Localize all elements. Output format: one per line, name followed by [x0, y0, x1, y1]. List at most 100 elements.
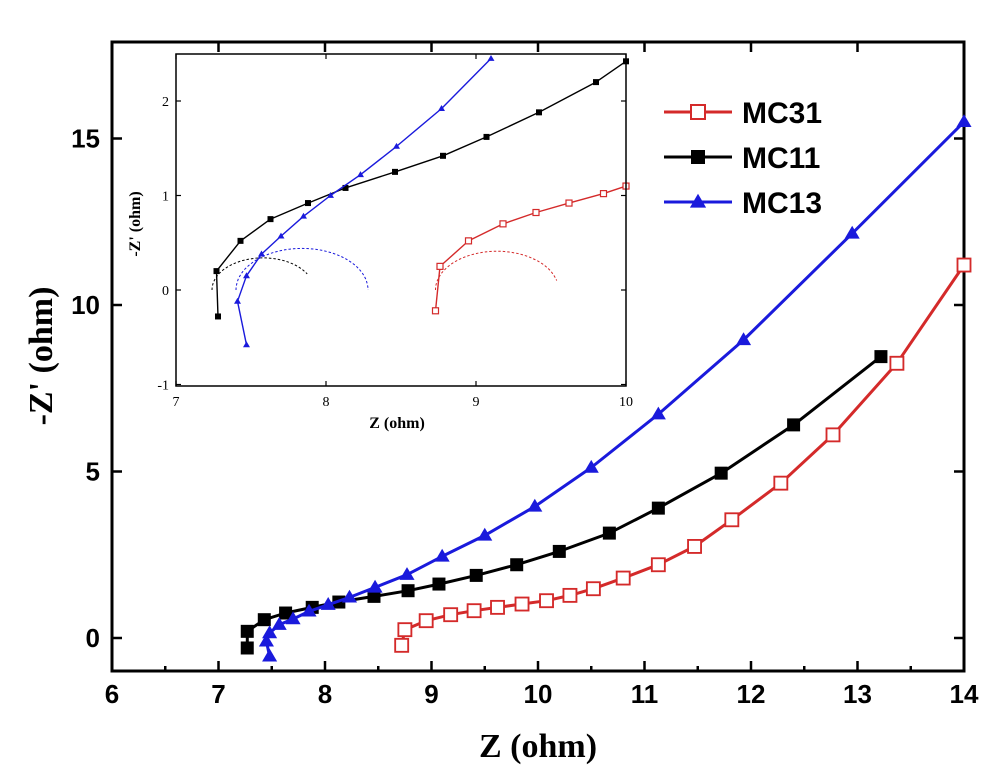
inset-x-axis-title: Z (ohm): [369, 415, 425, 432]
inset-point-mc13-9: [438, 105, 445, 111]
point-mc11-6: [367, 589, 381, 603]
inset-fit-arc-mc31: [435, 250, 558, 291]
point-mc11-15: [787, 418, 801, 432]
legend-label-mc11: MC11: [742, 142, 820, 175]
point-mc31-5: [490, 599, 505, 615]
point-mc31-7: [539, 593, 554, 609]
point-mc31-9: [585, 581, 601, 597]
inset-point-mc13-6: [327, 191, 334, 198]
point-mc31-6: [514, 596, 530, 612]
legend-label-mc31: MC31: [742, 97, 822, 130]
point-mc13-0: [262, 648, 278, 662]
inset-point-mc13-8: [393, 142, 400, 149]
y-tick-label-0: 0: [162, 284, 169, 299]
point-mc13-15: [736, 332, 752, 346]
point-mc11-1: [240, 624, 254, 638]
point-mc11-13: [651, 501, 665, 515]
inset-point-mc11-2: [237, 237, 244, 244]
y-tick-label-15: 15: [71, 124, 100, 154]
inset-point-mc11-10: [593, 79, 599, 86]
point-mc11-3: [279, 606, 293, 620]
inset-point-mc11-7: [440, 152, 446, 159]
point-mc31-12: [687, 538, 702, 554]
x-tick-label-7: 7: [211, 679, 225, 709]
point-mc13-8: [367, 579, 383, 593]
y-axis-title: -Z' (ohm): [23, 287, 60, 426]
inset-point-mc31-5: [565, 199, 573, 207]
point-mc31-2: [418, 613, 434, 629]
point-mc31-13: [724, 512, 740, 528]
inset-series-mc13: [234, 54, 495, 348]
point-mc11-7: [401, 584, 415, 598]
inset-point-mc11-4: [305, 200, 311, 207]
legend-item-mc11: MC11: [664, 142, 820, 175]
x-tick-label-9: 9: [424, 679, 438, 709]
inset-point-mc31-2: [464, 237, 473, 245]
inset-point-mc31-4: [532, 208, 540, 217]
inset-y-axis-title: -Z' (ohm): [127, 191, 144, 256]
point-mc13-16: [844, 225, 860, 239]
point-mc13-5: [301, 603, 317, 617]
inset-point-mc31-6: [599, 190, 608, 198]
inset-point-mc11-0: [215, 313, 221, 320]
legend-marker-mc31: [690, 104, 706, 120]
x-tick-label-13: 13: [843, 679, 872, 709]
y-tick-label-10: 10: [71, 290, 100, 320]
legend: MC31 MC11 MC13: [664, 97, 822, 220]
legend-marker-mc13: [689, 193, 707, 208]
inset-point-mc13-2: [243, 272, 250, 279]
point-mc11-12: [602, 526, 616, 540]
x-tick-label-9: 9: [473, 395, 480, 410]
point-mc31-15: [825, 427, 841, 443]
x-tick-label-14: 14: [950, 679, 979, 709]
inset-point-mc31-0: [431, 307, 440, 315]
inset-line-mc11: [215, 60, 627, 317]
point-mc11-0: [240, 641, 254, 655]
inset-point-mc13-1: [234, 297, 241, 304]
point-mc13-2: [262, 625, 278, 639]
inset-plot-frame: [175, 53, 627, 387]
point-mc31-4: [466, 603, 482, 619]
inset-point-mc31-3: [499, 220, 507, 228]
point-mc13-12: [527, 498, 543, 512]
inset-series-mc11: [213, 58, 629, 320]
inset-series-group: [213, 54, 630, 348]
point-mc13-3: [271, 617, 287, 630]
point-mc11-8: [432, 577, 446, 591]
point-mc31-1: [397, 622, 413, 638]
inset-point-mc11-9: [536, 109, 542, 116]
inset-point-mc13-5: [300, 212, 307, 219]
point-mc13-13: [583, 459, 599, 473]
inset-point-mc11-3: [267, 216, 274, 223]
legend-marker-mc11: [691, 150, 705, 164]
point-mc31-0: [394, 637, 410, 653]
y-tick-label-1: 1: [162, 189, 169, 204]
y-tick-label-0: 0: [86, 623, 100, 653]
x-tick-label-10: 10: [619, 395, 633, 410]
main-axis-ticks: [110, 42, 966, 671]
point-mc13-7: [341, 589, 358, 603]
series-mc31: [394, 257, 972, 653]
series-mc11: [240, 350, 888, 655]
inset-point-mc11-5: [342, 184, 349, 191]
x-axis-title: Z (ohm): [479, 728, 597, 765]
point-mc11-14: [714, 466, 728, 480]
x-tick-label-8: 8: [318, 679, 332, 709]
point-mc13-6: [320, 597, 336, 610]
y-tick-label-5: 5: [86, 457, 100, 487]
main-series-group: [240, 114, 972, 662]
x-tick-label-7: 7: [173, 395, 180, 410]
y-tick-label--1: -1: [157, 378, 169, 393]
inset-line-mc31: [434, 185, 627, 311]
point-mc31-8: [562, 587, 578, 603]
point-mc13-14: [650, 406, 666, 420]
point-mc13-9: [399, 567, 415, 580]
point-mc13-11: [477, 527, 493, 541]
point-mc11-10: [510, 558, 524, 572]
y-tick-label-2: 2: [162, 95, 169, 110]
inset-point-mc13-0: [243, 341, 250, 348]
inset-axis-ticks: [175, 54, 627, 386]
point-mc13-17: [956, 114, 972, 128]
